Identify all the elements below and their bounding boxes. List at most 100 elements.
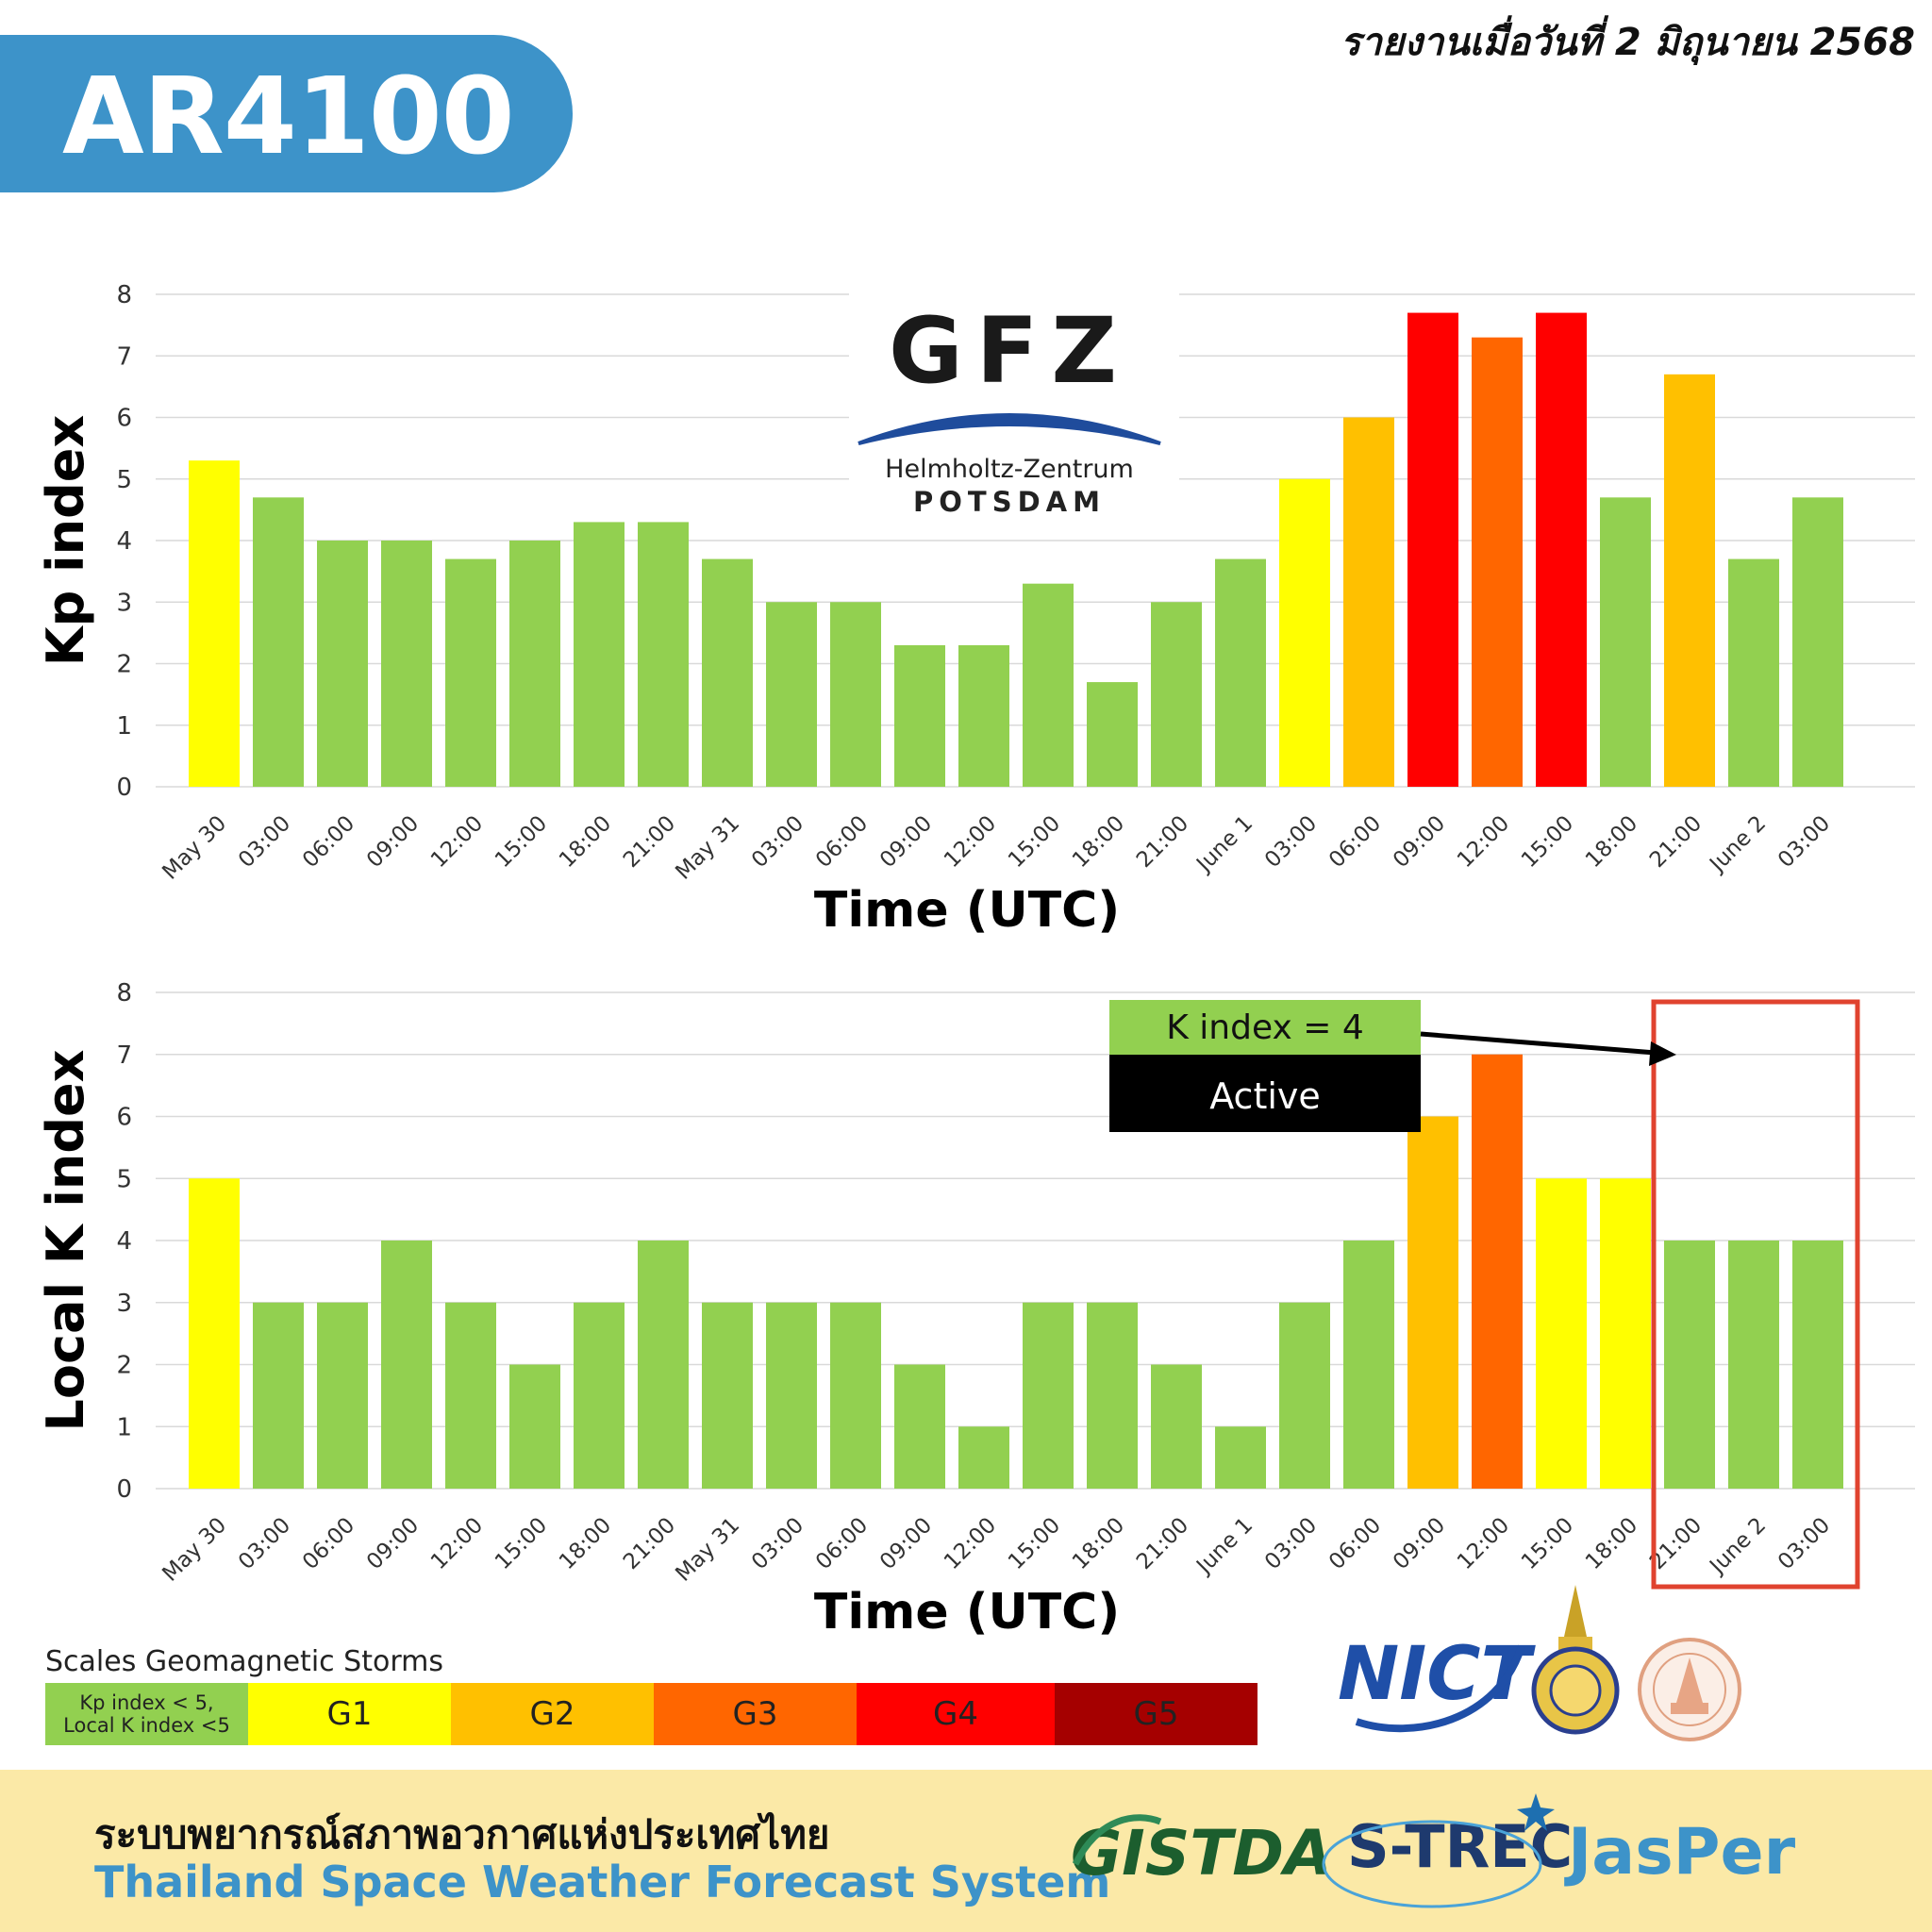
x-tick-label: 03:00 [234, 811, 295, 873]
nict-logo-text: NICT [1338, 1632, 1531, 1717]
legend-title: Scales Geomagnetic Storms [45, 1645, 444, 1678]
bar [509, 1364, 560, 1489]
bar [830, 1302, 881, 1489]
bar [1792, 1241, 1843, 1489]
bar [958, 1426, 1009, 1489]
bar [830, 602, 881, 787]
gistda-swoosh-icon [1072, 1814, 1162, 1866]
bar [1215, 1426, 1266, 1489]
x-tick-label: 12:00 [426, 811, 488, 873]
bar [766, 1302, 817, 1489]
x-tick-label: 12:00 [1453, 1513, 1514, 1574]
x-tick-label: 18:00 [1581, 1513, 1642, 1574]
gfz-logo-text: GFZ [889, 298, 1130, 404]
footer: ระบบพยากรณ์สภาพอวกาศแห่งประเทศไทย Thaila… [0, 1770, 1932, 1932]
x-tick-label: June 2 [1704, 1513, 1771, 1580]
legend-item-g2: G2 [451, 1683, 654, 1745]
x-tick-label: 12:00 [426, 1513, 488, 1574]
bar [1407, 312, 1458, 787]
bar [445, 558, 496, 787]
bar [1664, 374, 1715, 787]
legend-item-g3: G3 [654, 1683, 857, 1745]
bar [1600, 1178, 1651, 1489]
legend-item-quiet-line1: Kp index < 5, [79, 1691, 214, 1714]
x-tick-label: 12:00 [1453, 811, 1514, 873]
bar [1023, 1302, 1074, 1489]
legend-item-quiet: Kp index < 5, Local K index <5 [45, 1683, 248, 1745]
x-tick-label: May 30 [158, 811, 231, 885]
x-tick-label: 15:00 [491, 1513, 552, 1574]
y-tick-label: 2 [116, 1352, 132, 1380]
gfz-arc-icon [858, 413, 1161, 445]
gfz-logo-line2: POTSDAM [913, 486, 1106, 518]
y-tick-label: 4 [116, 1227, 132, 1256]
nict-swoosh-icon [1355, 1644, 1525, 1733]
gistda-logo-text: GISTDA [1071, 1817, 1333, 1890]
k-index-label: K index = 4 [1166, 1008, 1364, 1047]
bar [894, 644, 945, 787]
bar [1600, 497, 1651, 787]
x-tick-label: 09:00 [875, 811, 937, 873]
x-tick-label: 21:00 [1132, 811, 1193, 873]
x-tick-label: 06:00 [1324, 1513, 1386, 1574]
x-tick-label: 18:00 [1581, 811, 1642, 873]
x-tick-label: June 2 [1704, 811, 1771, 878]
x-tick-label: 15:00 [1004, 811, 1065, 873]
bar [445, 1302, 496, 1489]
gfz-logo-background [849, 292, 1179, 519]
arrow-head-icon [1649, 1041, 1676, 1066]
university-seal-icon [1531, 1585, 1620, 1735]
bar [1343, 1241, 1394, 1489]
page-title: AR4100 [62, 56, 515, 178]
bar [1407, 1116, 1458, 1489]
x-tick-label: 12:00 [940, 811, 1001, 873]
x-tick-label: 03:00 [1774, 1513, 1835, 1574]
y-tick-label: 7 [116, 342, 132, 371]
bar [189, 460, 240, 787]
x-axis-label: Time (UTC) [814, 1584, 1120, 1641]
report-date: รายงานเมื่อวันที่ 2 มิถุนายน 2568 [1340, 21, 1915, 64]
x-tick-label: 03:00 [234, 1513, 295, 1574]
x-tick-label: 06:00 [298, 1513, 359, 1574]
x-tick-label: 03:00 [1260, 811, 1322, 873]
bar [574, 522, 625, 787]
x-tick-label: 21:00 [619, 811, 680, 873]
bar [1664, 1241, 1715, 1489]
x-tick-label: 21:00 [1132, 1513, 1193, 1574]
x-tick-label: 09:00 [1389, 1513, 1450, 1574]
status-label-box [1109, 1055, 1421, 1132]
bar [1343, 417, 1394, 787]
legend-item-g1: G1 [248, 1683, 451, 1745]
x-tick-label: 15:00 [1517, 1513, 1578, 1574]
x-tick-label: 09:00 [875, 1513, 937, 1574]
bar [1536, 312, 1587, 787]
bar [894, 1364, 945, 1489]
title-banner: AR4100 [0, 35, 573, 192]
x-tick-label: 06:00 [298, 811, 359, 873]
y-tick-label: 3 [116, 1290, 132, 1318]
bar [381, 541, 432, 787]
x-tick-label: May 31 [671, 811, 744, 885]
annotation-arrow [1420, 1031, 1657, 1056]
bar [189, 1178, 240, 1489]
nict-logo: NICT [1338, 1632, 1531, 1717]
y-tick-label: 3 [116, 589, 132, 617]
y-tick-label: 2 [116, 651, 132, 679]
x-tick-label: 18:00 [1068, 811, 1129, 873]
bar [766, 602, 817, 787]
x-tick-label: 06:00 [811, 811, 873, 873]
bar [1151, 1364, 1202, 1489]
legend-item-g5: G5 [1055, 1683, 1257, 1745]
legend-item-g4: G4 [857, 1683, 1055, 1745]
bar [574, 1302, 625, 1489]
y-tick-label: 1 [116, 712, 132, 741]
bar [702, 1302, 753, 1489]
gfz-logo-line1: Helmholtz-Zentrum [885, 455, 1134, 484]
x-tick-label: May 31 [671, 1513, 744, 1587]
bar [958, 644, 1009, 787]
x-tick-label: 21:00 [619, 1513, 680, 1574]
x-tick-label: 03:00 [747, 811, 808, 873]
highlight-box [1651, 999, 1860, 1590]
